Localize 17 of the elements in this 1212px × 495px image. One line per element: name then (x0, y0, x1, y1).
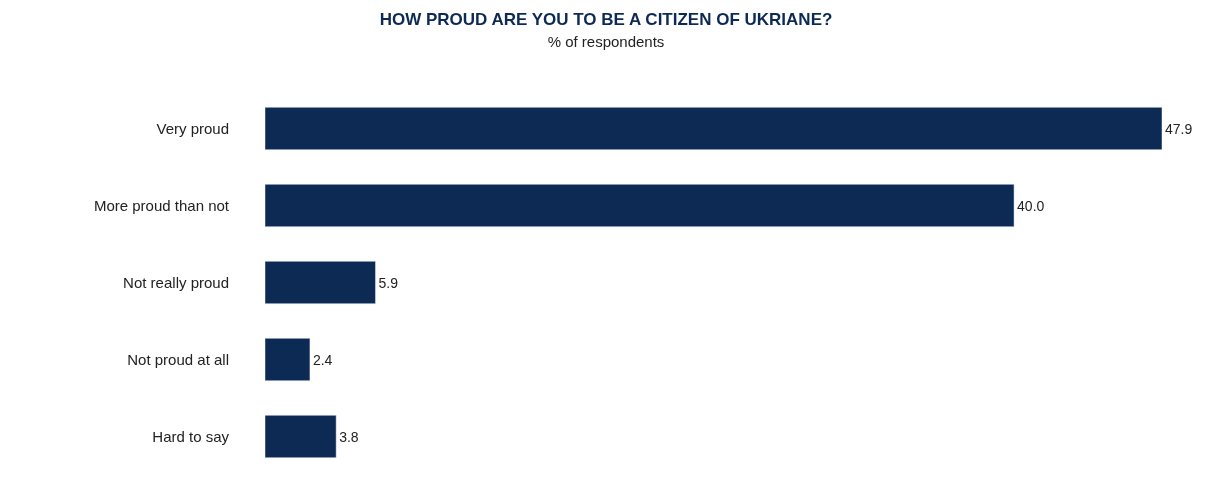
data-label: 47.9 (1165, 120, 1193, 137)
bar (265, 338, 311, 381)
y-tick-label: Not proud at all (127, 350, 229, 368)
bar (265, 415, 337, 458)
y-tick-label: Not really proud (123, 273, 229, 291)
data-label: 3.8 (339, 428, 359, 445)
chart-title: HOW PROUD ARE YOU TO BE A CITIZEN OF UKRIANE? (379, 9, 833, 29)
bar (265, 184, 1015, 227)
bar (265, 261, 376, 304)
data-label: 5.9 (378, 274, 399, 291)
bar (265, 107, 1162, 150)
data-label: 40.0 (1017, 197, 1045, 214)
chart-subtitle: % of respondents (547, 32, 665, 50)
data-label: 2.4 (312, 351, 333, 368)
y-tick-label: More proud than not (93, 196, 230, 214)
y-tick-label: Very proud (156, 119, 229, 137)
y-tick-label: Hard to say (152, 427, 230, 445)
